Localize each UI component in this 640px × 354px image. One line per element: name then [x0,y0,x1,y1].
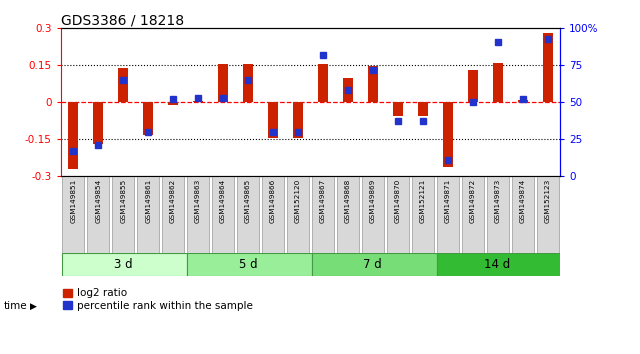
Bar [343,78,353,102]
Bar [187,253,312,276]
Bar [243,64,253,102]
Text: GSM149861: GSM149861 [145,178,151,223]
Bar [468,70,477,102]
Text: GSM149864: GSM149864 [220,178,226,223]
Text: GSM149865: GSM149865 [245,178,251,223]
Text: GSM149867: GSM149867 [320,178,326,223]
Bar [168,102,178,105]
Bar [486,176,509,253]
Bar [436,253,561,276]
Bar [268,102,278,138]
Text: time: time [3,301,27,311]
Text: GSM149874: GSM149874 [520,178,525,223]
Text: GSM152121: GSM152121 [420,178,426,223]
Bar [518,100,527,102]
Text: GSM149863: GSM149863 [195,178,201,223]
Bar [312,176,334,253]
Text: GSM149855: GSM149855 [120,178,126,223]
Bar [212,176,234,253]
Text: 5 d: 5 d [239,258,257,271]
Bar [262,176,284,253]
Bar [368,67,378,102]
Bar [218,64,228,102]
Bar [187,176,209,253]
Bar [312,253,436,276]
Text: GSM149868: GSM149868 [345,178,351,223]
Bar [511,176,534,253]
Bar [237,176,259,253]
Bar [412,176,434,253]
Bar [461,176,484,253]
Text: 7 d: 7 d [364,258,382,271]
Text: GSM149871: GSM149871 [445,178,451,223]
Bar [293,102,303,138]
Bar [443,102,452,167]
Bar [418,102,428,116]
Bar [118,68,128,102]
Bar [318,64,328,102]
Text: GSM149872: GSM149872 [470,178,476,223]
Bar [387,176,409,253]
Text: GSM149870: GSM149870 [395,178,401,223]
Bar [362,176,384,253]
Text: GSM149862: GSM149862 [170,178,176,223]
Bar [337,176,359,253]
Text: GSM149869: GSM149869 [370,178,376,223]
Text: GSM149866: GSM149866 [270,178,276,223]
Text: GDS3386 / 18218: GDS3386 / 18218 [61,13,184,27]
Legend: log2 ratio, percentile rank within the sample: log2 ratio, percentile rank within the s… [63,289,253,311]
Bar [137,176,159,253]
Text: ▶: ▶ [30,302,37,311]
Text: GSM149873: GSM149873 [495,178,500,223]
Bar [87,176,109,253]
Text: GSM149854: GSM149854 [95,178,101,223]
Bar [162,176,184,253]
Bar [543,33,552,102]
Text: GSM149851: GSM149851 [70,178,76,223]
Bar [493,63,502,102]
Bar [93,102,103,144]
Text: GSM152120: GSM152120 [295,178,301,223]
Text: GSM152123: GSM152123 [545,178,550,223]
Bar [143,102,153,136]
Bar [436,176,459,253]
Bar [287,176,309,253]
Bar [536,176,559,253]
Text: 3 d: 3 d [114,258,132,271]
Bar [193,101,203,102]
Bar [112,176,134,253]
Bar [62,176,84,253]
Bar [62,253,187,276]
Bar [393,102,403,116]
Bar [68,102,78,169]
Text: 14 d: 14 d [484,258,511,271]
